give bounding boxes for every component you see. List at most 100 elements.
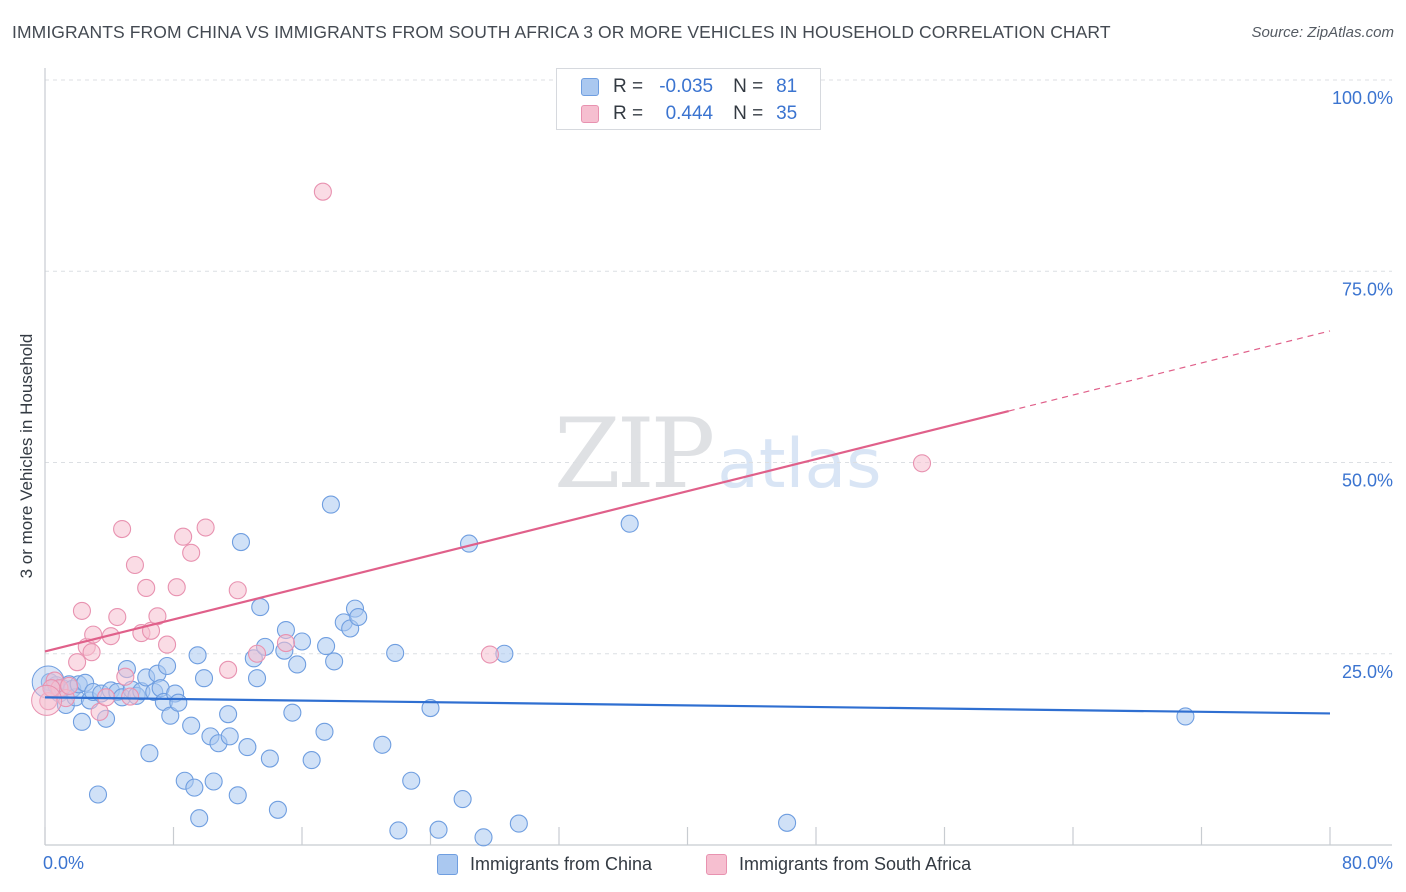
axes — [44, 68, 1392, 846]
bottom-legend-south-africa: Immigrants from South Africa — [706, 852, 971, 876]
legend-r-value: -0.035 — [659, 76, 714, 97]
china-point — [220, 727, 239, 746]
china-point — [302, 751, 321, 770]
south-africa-point — [121, 687, 140, 706]
x-tick-label-right: 80.0% — [1342, 853, 1393, 873]
south-africa-point — [125, 555, 144, 575]
south-africa-point — [480, 645, 499, 664]
legend-row-south-africa: R = 0.444 N = 35 — [581, 102, 797, 126]
legend-n-value: 35 — [776, 103, 798, 124]
y-tick-label: 100.0% — [1332, 88, 1393, 108]
south-africa-point — [313, 182, 332, 201]
south-africa-point — [113, 520, 132, 539]
legend-r-label: R = — [613, 103, 644, 124]
south-africa-point — [196, 518, 215, 537]
south-africa-legend-label: Immigrants from South Africa — [739, 853, 972, 874]
china-point — [72, 712, 91, 731]
south-africa-point — [158, 635, 177, 654]
china-point — [194, 669, 214, 688]
china-point — [247, 669, 267, 688]
south-africa-point — [174, 527, 193, 546]
china-point — [321, 495, 340, 514]
china-trend-line — [44, 696, 1331, 715]
legend-n-label: N = — [733, 103, 764, 124]
china-point — [219, 705, 238, 724]
bottom-legend-china: Immigrants from China — [437, 852, 652, 876]
y-axis-label: 3 or more Vehicles in Household — [17, 333, 36, 579]
china-point — [386, 643, 405, 663]
china-point — [161, 706, 180, 725]
china-point — [182, 716, 201, 735]
china-point — [238, 738, 257, 757]
grid-lines — [45, 79, 1392, 655]
china-point — [268, 800, 287, 819]
china-point — [88, 785, 108, 804]
y-tick-label: 25.0% — [1342, 662, 1393, 682]
china-point — [140, 744, 159, 763]
china-point — [421, 699, 440, 718]
china-point — [283, 703, 302, 722]
china-point — [292, 632, 312, 651]
tick-labels: 25.0% 50.0% 75.0% 100.0% 0.0% 80.0% — [43, 88, 1393, 873]
south-africa-point — [116, 667, 135, 686]
legend-r-label: R = — [613, 76, 644, 97]
china-point — [778, 813, 797, 832]
china-point — [389, 821, 408, 840]
china-swatch — [581, 78, 599, 96]
china-point — [190, 809, 209, 828]
china-point — [315, 722, 334, 741]
china-points — [31, 495, 1195, 847]
trend-lines — [44, 330, 1331, 715]
south-africa-point — [68, 653, 87, 672]
china-point — [288, 655, 307, 674]
china-point — [231, 533, 251, 552]
y-tick-label: 75.0% — [1342, 279, 1393, 299]
china-point — [158, 656, 177, 676]
x-tick-label-left: 0.0% — [43, 853, 84, 873]
south-africa-point — [72, 601, 91, 620]
china-point — [169, 693, 188, 712]
south-africa-points — [31, 182, 932, 721]
china-legend-label: Immigrants from China — [470, 853, 653, 874]
china-point — [349, 607, 368, 627]
china-point — [474, 828, 493, 847]
y-tick-label: 50.0% — [1342, 471, 1393, 491]
south-africa-point — [108, 607, 127, 627]
south-africa-point — [247, 644, 267, 663]
south-africa-trend-line — [44, 409, 1010, 653]
south-africa-point — [148, 607, 167, 626]
south-africa-point — [137, 578, 156, 598]
south-africa-point — [228, 581, 247, 600]
legend-n-value: 81 — [776, 76, 798, 97]
south-africa-point — [219, 660, 238, 679]
south-africa-point — [82, 643, 101, 662]
south-africa-point — [167, 578, 186, 597]
china-point — [251, 598, 270, 617]
china-point — [185, 778, 204, 797]
china-point — [317, 637, 336, 656]
south-africa-trend-extension — [1008, 330, 1331, 412]
china-legend-swatch — [437, 853, 458, 875]
legend-row-china: R = -0.035 N = 81 — [581, 75, 797, 99]
legend-n-label: N = — [733, 76, 764, 97]
south-africa-point — [182, 543, 201, 562]
china-point — [188, 646, 207, 665]
chart-title: IMMIGRANTS FROM CHINA VS IMMIGRANTS FROM… — [12, 22, 1111, 42]
south-africa-point — [60, 676, 79, 695]
china-point — [260, 749, 279, 768]
china-point — [402, 771, 421, 790]
south-africa-point — [31, 684, 63, 716]
south-africa-legend-swatch — [706, 853, 727, 875]
legend-r-value: 0.444 — [665, 103, 714, 124]
china-point — [325, 652, 344, 671]
china-point — [620, 514, 639, 533]
correlation-legend: R = -0.035 N = 81 R = 0.444 N = 35 — [556, 68, 821, 130]
china-point — [228, 786, 247, 805]
china-point — [429, 820, 448, 839]
south-africa-swatch — [581, 105, 599, 123]
south-africa-point — [912, 454, 932, 473]
south-africa-point — [276, 633, 295, 653]
china-point — [509, 814, 528, 833]
source-label: Source: ZipAtlas.com — [1251, 24, 1394, 41]
